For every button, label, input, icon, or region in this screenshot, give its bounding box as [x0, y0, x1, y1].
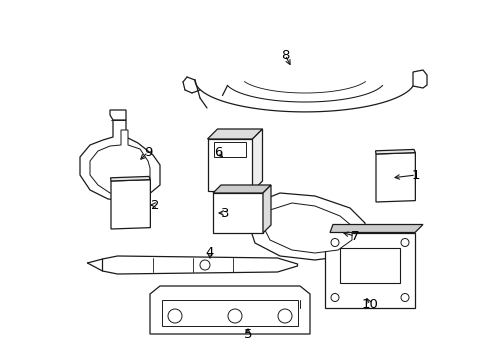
Polygon shape [213, 185, 270, 193]
Circle shape [200, 260, 209, 270]
Circle shape [168, 309, 182, 323]
FancyBboxPatch shape [339, 248, 399, 283]
Polygon shape [207, 139, 252, 191]
Text: 2: 2 [150, 198, 159, 212]
Polygon shape [252, 129, 262, 191]
Polygon shape [80, 120, 160, 201]
Polygon shape [412, 70, 426, 88]
Circle shape [330, 239, 338, 247]
Text: 8: 8 [280, 49, 288, 62]
Polygon shape [375, 153, 414, 202]
Text: 5: 5 [243, 328, 252, 342]
Circle shape [330, 293, 338, 302]
Text: 9: 9 [143, 145, 152, 158]
Circle shape [400, 293, 408, 302]
Polygon shape [150, 286, 309, 334]
Polygon shape [90, 130, 150, 195]
Text: 7: 7 [350, 230, 359, 243]
Text: 4: 4 [205, 246, 214, 258]
Circle shape [278, 309, 291, 323]
Text: 6: 6 [213, 145, 222, 158]
Polygon shape [249, 193, 364, 260]
Polygon shape [111, 180, 150, 229]
Polygon shape [329, 225, 422, 233]
Polygon shape [263, 185, 270, 233]
Text: 10: 10 [361, 298, 378, 311]
Polygon shape [213, 193, 263, 233]
Circle shape [227, 309, 242, 323]
Circle shape [400, 239, 408, 247]
Text: 1: 1 [411, 168, 419, 181]
Text: 3: 3 [220, 207, 229, 220]
Polygon shape [325, 233, 414, 307]
Polygon shape [102, 256, 297, 274]
Polygon shape [207, 129, 262, 139]
Polygon shape [264, 203, 351, 253]
Polygon shape [375, 149, 414, 154]
Polygon shape [110, 176, 150, 181]
Polygon shape [162, 300, 297, 326]
Polygon shape [110, 110, 126, 120]
FancyBboxPatch shape [214, 142, 245, 157]
